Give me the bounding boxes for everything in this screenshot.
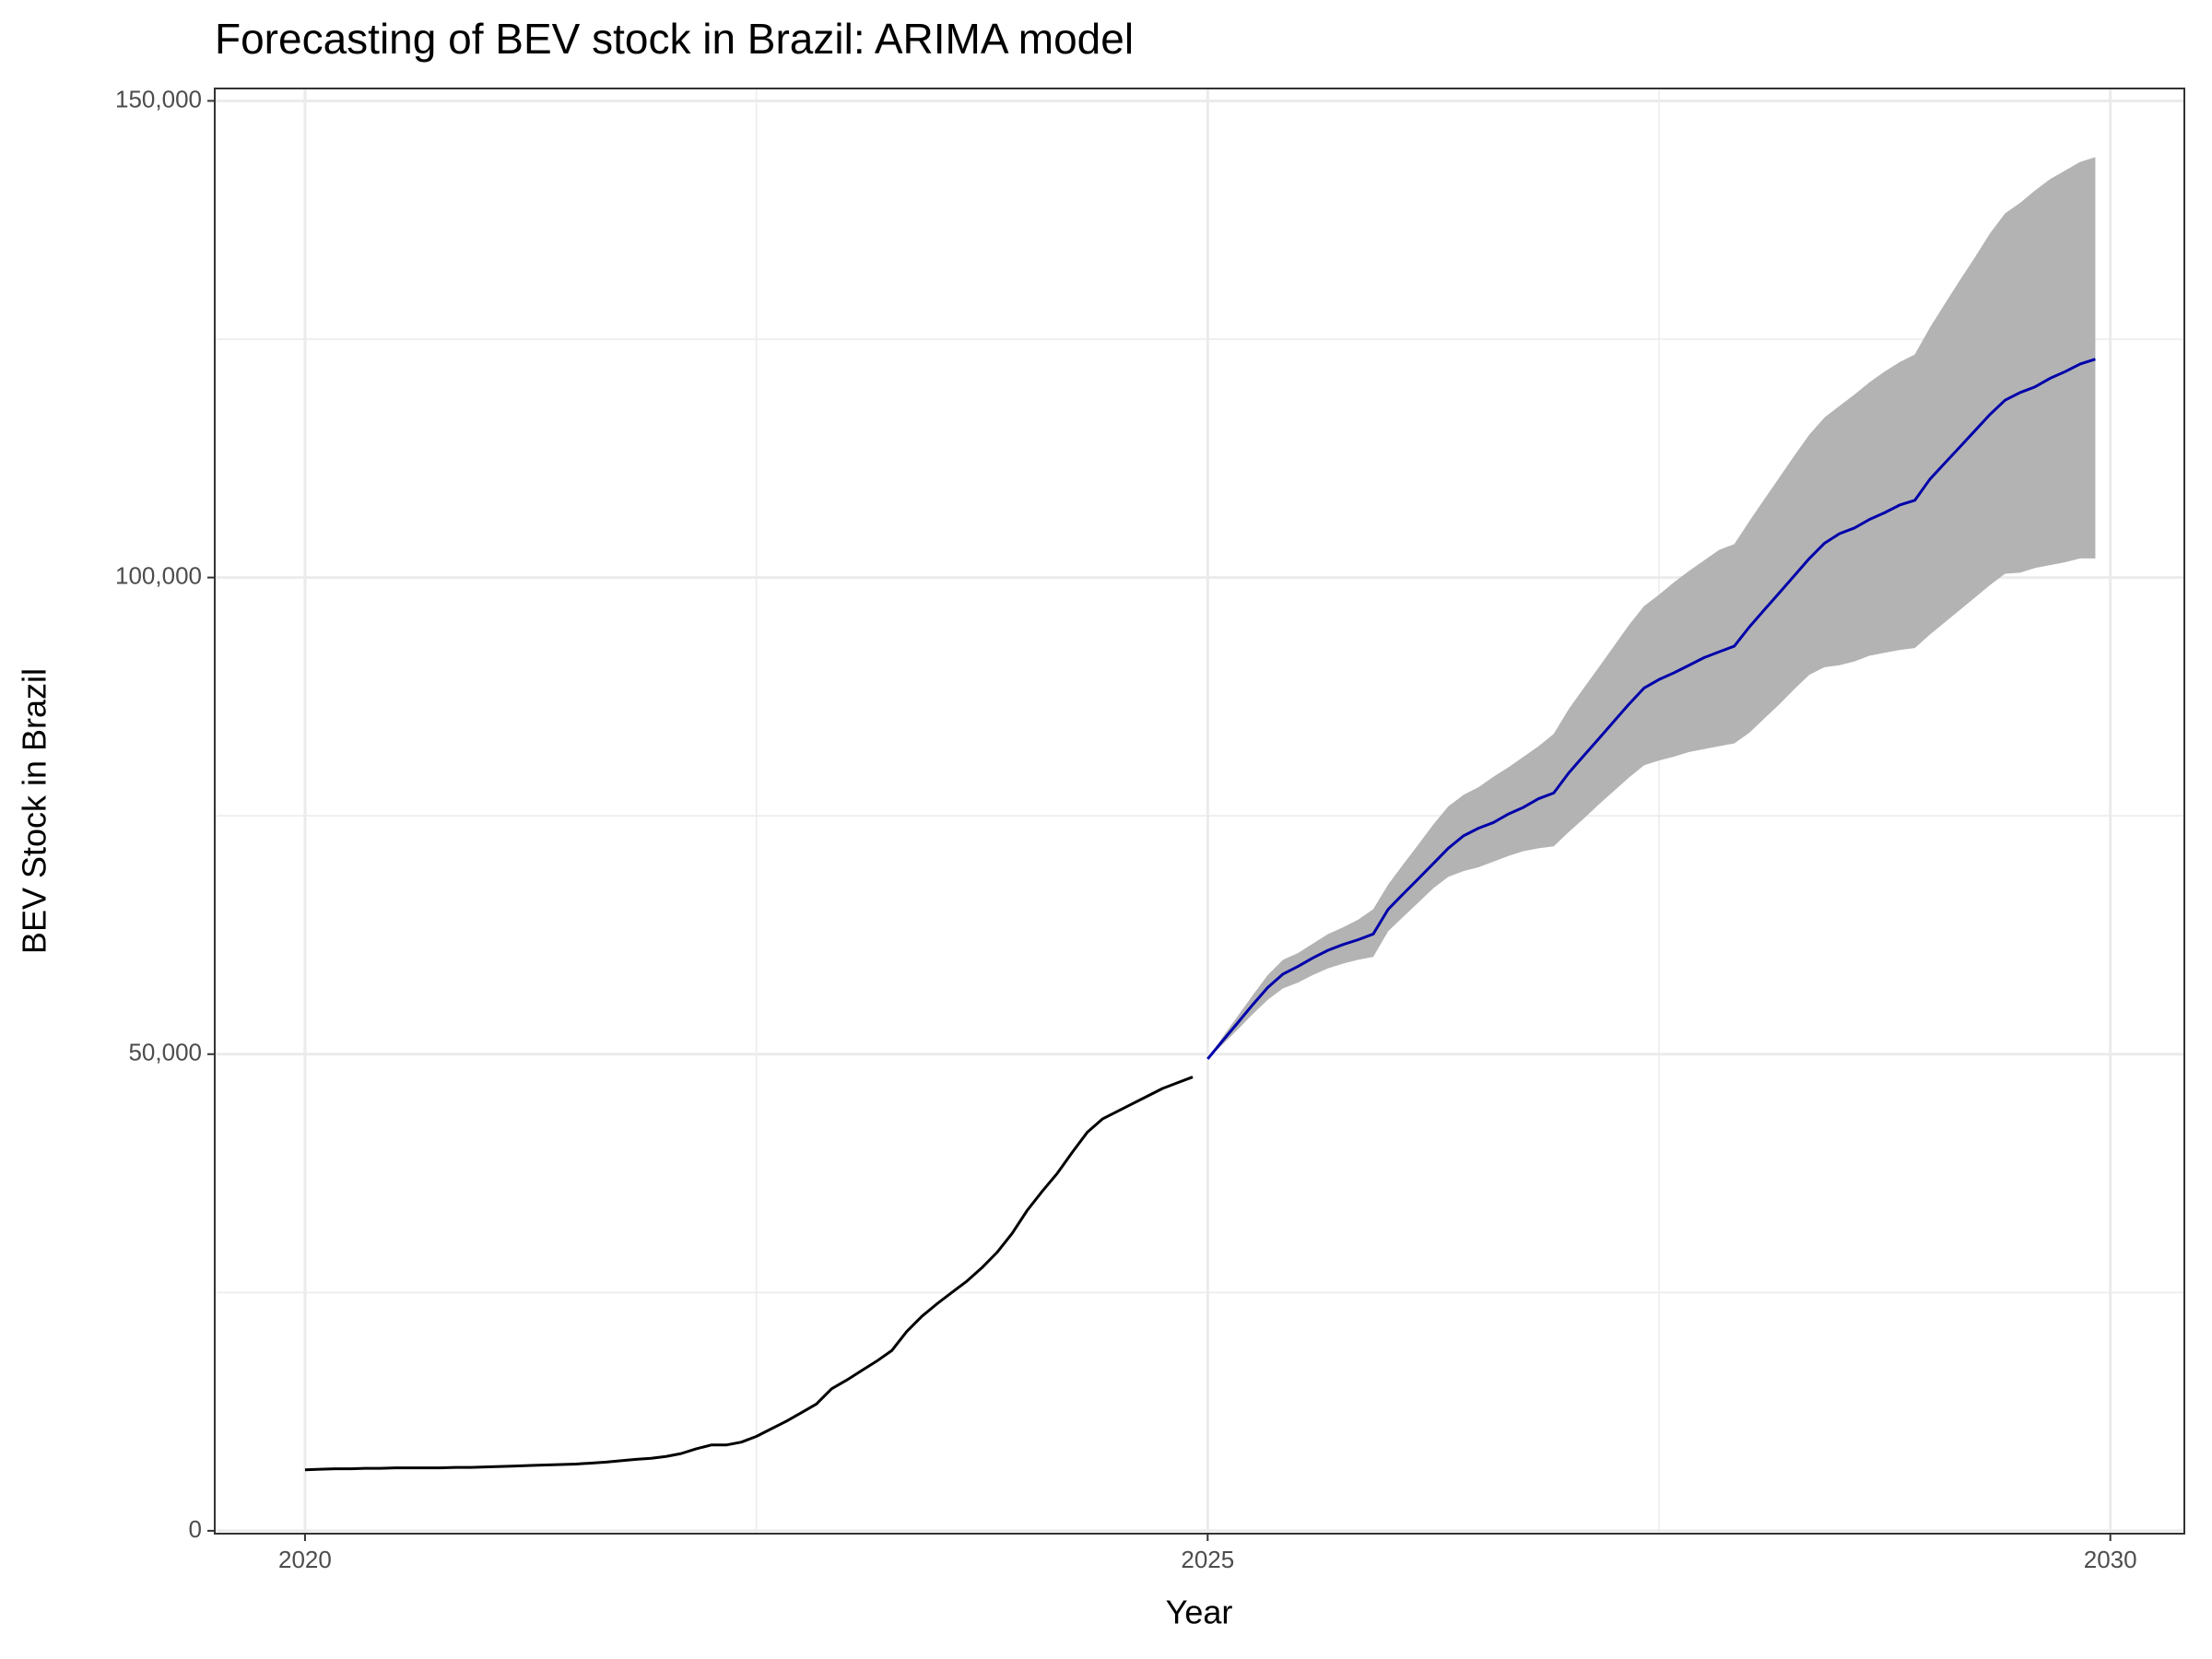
y-tick-label: 150,000 [115,85,202,112]
y-tick-label: 0 [189,1515,202,1543]
x-tick-label: 2025 [1181,1546,1234,1573]
x-tick-label: 2020 [278,1546,332,1573]
forecast-interval [1207,157,2096,1059]
y-axis-title: BEV Stock in Brazil [16,668,53,954]
chart-title: Forecasting of BEV stock in Brazil: ARIM… [215,15,1134,63]
x-tick-label: 2030 [2084,1546,2137,1573]
series-line [1206,358,2096,1060]
plot-border [214,88,2185,1535]
series-line [304,1076,1194,1472]
y-tick-label: 100,000 [115,561,202,589]
y-tick-label: 50,000 [128,1039,202,1066]
x-axis-title: Year [1166,1594,1233,1631]
